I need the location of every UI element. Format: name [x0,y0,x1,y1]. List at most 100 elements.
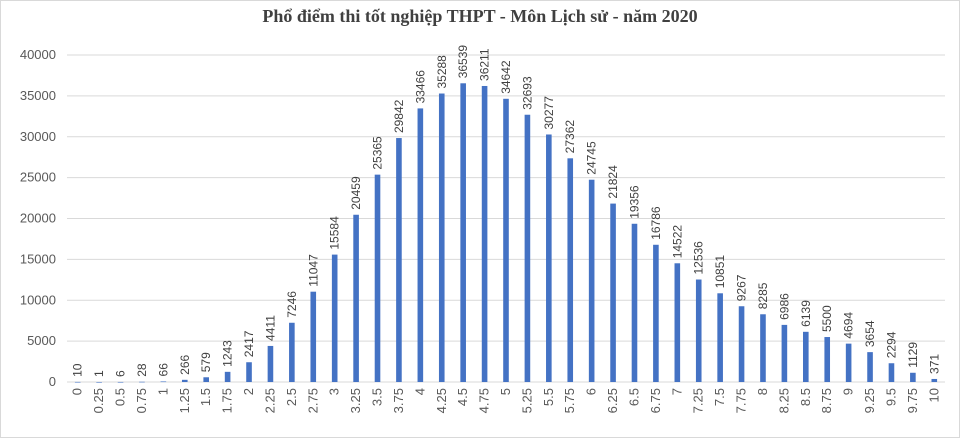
x-tick-label: 8.75 [819,388,834,413]
data-label: 25365 [371,136,385,170]
x-axis-ticks: 0 0.25 0.5 0.75 1 1.25 1.5 1.75 2 2.25 2.5 2.75 3 3.2… [70,388,942,413]
data-label: 7246 [285,291,299,318]
bar [503,98,509,383]
x-tick-label: 9 [841,388,856,395]
y-tick-label: 5000 [27,333,56,348]
x-tick-label: 8.25 [776,388,791,413]
bar [460,83,466,383]
bar [867,352,873,382]
bar [246,362,252,382]
data-label: 371 [927,354,941,374]
data-label: 20459 [349,176,363,210]
bar [139,381,145,383]
x-tick-label: 2.75 [305,388,320,413]
data-label: 3654 [863,320,877,347]
y-tick-label: 25000 [20,170,56,185]
bar [203,377,209,382]
bar [653,244,659,382]
y-tick-label: 40000 [20,47,56,62]
bars [74,83,938,383]
bar [931,378,938,382]
data-label: 4694 [842,312,856,339]
data-label: 36539 [456,45,470,79]
data-label: 24745 [585,141,599,175]
x-tick-label: 9.5 [883,388,898,406]
x-tick-label: 6.5 [626,388,641,406]
data-label: 33466 [413,70,427,104]
x-tick-label: 7.25 [691,388,706,413]
bar [353,214,359,382]
x-tick-label: 0.75 [134,388,149,413]
data-label: 4411 [263,315,277,341]
data-label: 266 [178,354,192,374]
bar [417,108,424,382]
bar [760,314,766,382]
bar [674,263,681,382]
bar [567,158,574,382]
data-label: 6986 [777,293,791,320]
data-label: 579 [199,352,213,372]
bar [289,322,295,382]
y-tick-label: 20000 [20,211,56,226]
data-label: 32693 [520,76,534,110]
data-label: 2417 [242,330,256,357]
x-tick-label: 5.5 [541,388,556,406]
x-tick-label: 8 [755,388,770,395]
x-tick-label: 7 [669,388,684,395]
y-tick-label: 0 [49,374,56,389]
data-label: 9267 [735,274,749,301]
data-label: 10 [71,363,85,377]
data-label: 30277 [542,96,556,130]
bar [160,381,167,383]
x-tick-label: 4.5 [455,388,470,406]
data-label: 29842 [392,99,406,133]
y-tick-label: 15000 [20,251,56,266]
data-label: 6139 [799,300,813,327]
bar [310,291,317,382]
bar [181,379,188,382]
bar [374,174,381,382]
bar [738,306,745,382]
data-label: 14522 [670,225,684,259]
x-tick-label: 0.5 [113,388,128,406]
bar [610,203,616,382]
x-tick-label: 5 [498,388,513,395]
data-label: 19356 [627,185,641,219]
x-tick-label: 1.75 [220,388,235,413]
data-label: 1129 [906,342,920,368]
bar [588,179,595,382]
x-tick-label: 2.5 [284,388,299,406]
bar [224,371,231,382]
bar [74,381,81,383]
bar [695,279,702,382]
x-tick-label: 6.75 [648,388,663,413]
bar [267,345,274,382]
x-tick-label: 7.5 [712,388,727,406]
x-tick-label: 4.75 [477,388,492,413]
chart-title: Phổ điểm thi tốt nghiệp THPT - Môn Lịch … [262,6,698,26]
data-label: 12536 [692,241,706,275]
x-tick-label: 7.75 [734,388,749,413]
bar [396,138,402,382]
data-label: 15584 [328,216,342,250]
x-tick-label: 4.25 [434,388,449,413]
x-tick-label: 9.75 [905,388,920,413]
data-label: 5500 [820,305,834,332]
data-label: 1 [92,370,106,377]
bar [96,381,102,383]
y-tick-label: 35000 [20,88,56,103]
x-tick-label: 6 [584,388,599,395]
bar [888,363,895,382]
data-label: 27362 [563,120,577,154]
data-label: 8285 [756,282,770,309]
y-tick-label: 30000 [20,129,56,144]
x-tick-label: 2.25 [262,388,277,413]
x-tick-label: 0 [70,388,85,395]
data-label: 16786 [649,206,663,240]
x-tick-label: 5.25 [519,388,534,413]
x-tick-label: 5.75 [562,388,577,413]
y-tick-label: 10000 [20,292,56,307]
bar [803,331,809,382]
data-label: 34642 [499,60,513,94]
